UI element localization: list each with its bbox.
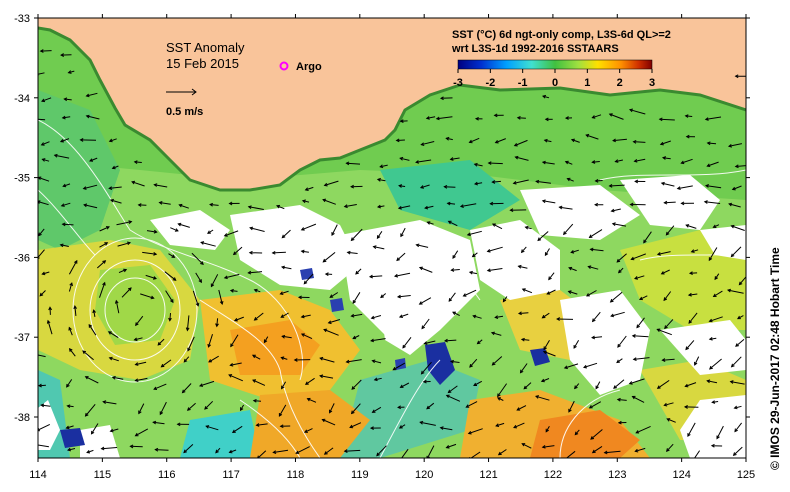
current-vectors xyxy=(38,49,746,458)
credit-text: © IMOS 29-Jun-2017 02:48 Hobart Time xyxy=(768,247,782,470)
x-tick-label: 120 xyxy=(415,469,433,481)
x-tick-label: 115 xyxy=(94,469,112,481)
y-tick-label: -36 xyxy=(14,252,30,264)
colorbar-bar xyxy=(457,59,653,70)
x-tick-label: 114 xyxy=(29,469,47,481)
x-tick-label: 125 xyxy=(737,469,755,481)
colorbar-tick-label: 2 xyxy=(617,77,623,89)
coastline xyxy=(38,26,746,192)
x-tick-label: 123 xyxy=(608,469,626,481)
y-tick-label: -35 xyxy=(14,173,30,185)
x-tick-label: 122 xyxy=(544,469,562,481)
argo-legend: Argo xyxy=(279,61,322,73)
y-axis: -33-34-35-36-37-38 xyxy=(14,13,750,424)
argo-label: Argo xyxy=(296,61,322,73)
scale-label: 0.5 m/s xyxy=(166,106,203,118)
colorbar-tick-label: -1 xyxy=(518,77,528,89)
x-tick-label: 124 xyxy=(672,469,690,481)
x-tick-label: 118 xyxy=(287,469,305,481)
x-tick-label: 116 xyxy=(158,469,176,481)
velocity-scale: 0.5 m/s xyxy=(166,88,203,118)
y-tick-label: -34 xyxy=(14,93,30,105)
x-axis: 114 115 116 117 118 119 120 121 122 123 124 125 xyxy=(29,14,755,481)
x-tick-label: 121 xyxy=(479,469,497,481)
x-tick-label: 119 xyxy=(351,469,369,481)
colorbar-tick-label: -2 xyxy=(485,77,495,89)
map-date: 15 Feb 2015 xyxy=(166,56,239,71)
sst-field xyxy=(38,18,746,458)
colorbar-title-1: SST (°C) 6d ngt-only comp, L3S-6d QL>=2 xyxy=(452,29,671,41)
x-tick-label: 117 xyxy=(222,469,240,481)
y-tick-label: -37 xyxy=(14,332,30,344)
colorbar-tick-label: 3 xyxy=(649,77,655,89)
y-tick-label: -33 xyxy=(14,13,30,25)
y-tick-label: -38 xyxy=(14,412,30,424)
argo-marker-icon xyxy=(279,61,289,71)
colorbar-tick-label: -3 xyxy=(453,77,463,89)
colorbar: SST (°C) 6d ngt-only comp, L3S-6d QL>=2 … xyxy=(451,29,671,89)
colorbar-title-2: wrt L3S-1d 1992-2016 SSTAARS xyxy=(451,43,619,55)
map-title: SST Anomaly xyxy=(166,40,245,55)
colorbar-tick-label: 0 xyxy=(552,77,558,89)
plot-frame xyxy=(37,17,747,459)
colorbar-tick-label: 1 xyxy=(584,77,590,89)
